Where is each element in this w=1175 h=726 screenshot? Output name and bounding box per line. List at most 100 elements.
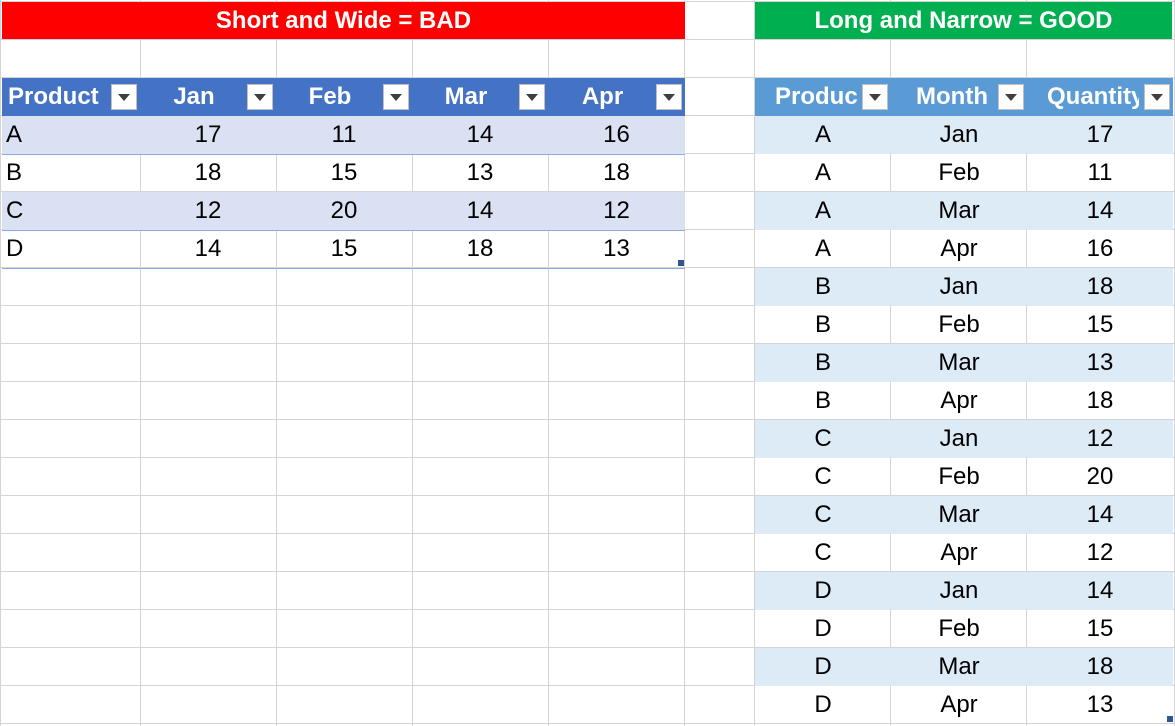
bad-banner[interactable]: Short and Wide = BAD xyxy=(2,2,685,39)
quantity-cell[interactable]: 14 xyxy=(194,235,222,262)
month-cell[interactable]: Mar xyxy=(938,501,980,528)
month-cell[interactable]: Jan xyxy=(939,121,979,148)
quantity-cell[interactable]: 11 xyxy=(331,121,357,148)
table-row: A Feb 11 xyxy=(755,154,1173,192)
header-label: Quantity xyxy=(1047,83,1139,110)
month-cell[interactable]: Apr xyxy=(940,691,978,718)
product-cell[interactable]: A xyxy=(814,121,831,148)
product-cell[interactable]: A xyxy=(814,235,831,262)
quantity-cell[interactable]: 14 xyxy=(1086,501,1114,528)
product-cell[interactable]: B xyxy=(6,159,23,186)
quantity-cell[interactable]: 15 xyxy=(330,235,358,262)
grid-row-line xyxy=(0,723,1175,724)
long-header-product[interactable]: Product xyxy=(755,78,891,116)
filter-dropdown-icon[interactable] xyxy=(656,84,682,110)
month-cell[interactable]: Jan xyxy=(939,577,979,604)
product-cell[interactable]: C xyxy=(814,501,832,528)
quantity-cell[interactable]: 14 xyxy=(466,121,494,148)
table-resize-handle[interactable] xyxy=(678,260,684,266)
month-cell[interactable]: Apr xyxy=(940,235,978,262)
quantity-cell[interactable]: 18 xyxy=(466,235,494,262)
quantity-cell[interactable]: 20 xyxy=(330,197,358,224)
quantity-cell[interactable]: 18 xyxy=(1086,273,1114,300)
quantity-cell[interactable]: 12 xyxy=(603,197,630,224)
quantity-cell[interactable]: 18 xyxy=(603,159,630,186)
month-cell[interactable]: Apr xyxy=(940,387,978,414)
long-header-quantity[interactable]: Quantity xyxy=(1027,78,1173,116)
quantity-cell[interactable]: 17 xyxy=(194,121,222,148)
product-cell[interactable]: B xyxy=(814,311,831,338)
filter-dropdown-icon[interactable] xyxy=(862,84,888,110)
wide-header-apr[interactable]: Apr xyxy=(548,78,685,116)
wide-header-jan[interactable]: Jan xyxy=(140,78,276,116)
wide-header-mar[interactable]: Mar xyxy=(412,78,548,116)
product-cell[interactable]: A xyxy=(814,159,831,186)
month-cell[interactable]: Jan xyxy=(939,273,979,300)
product-cell[interactable]: D xyxy=(814,577,832,604)
long-header-month[interactable]: Month xyxy=(891,78,1027,116)
filter-dropdown-icon[interactable] xyxy=(1144,84,1170,110)
product-cell[interactable]: C xyxy=(814,463,832,490)
month-cell[interactable]: Feb xyxy=(938,615,980,642)
product-cell[interactable]: C xyxy=(6,197,24,224)
product-cell[interactable]: A xyxy=(6,121,23,148)
month-cell[interactable]: Jan xyxy=(939,425,979,452)
month-cell[interactable]: Mar xyxy=(938,349,980,376)
month-cell[interactable]: Feb xyxy=(938,311,980,338)
product-cell[interactable]: B xyxy=(814,387,831,414)
quantity-cell[interactable]: 11 xyxy=(1087,159,1113,186)
table-row: C Jan 12 xyxy=(755,420,1173,458)
product-cell[interactable]: A xyxy=(814,197,831,224)
quantity-cell[interactable]: 12 xyxy=(194,197,222,224)
quantity-cell[interactable]: 16 xyxy=(603,121,630,148)
quantity-cell[interactable]: 15 xyxy=(1086,311,1114,338)
month-cell[interactable]: Mar xyxy=(938,197,980,224)
header-label: Product xyxy=(8,83,99,110)
filter-dropdown-icon[interactable] xyxy=(383,84,409,110)
product-cell[interactable]: C xyxy=(814,425,832,452)
product-cell[interactable]: B xyxy=(814,273,831,300)
wide-header-product[interactable]: Product xyxy=(2,78,140,116)
month-cell[interactable]: Feb xyxy=(938,159,980,186)
table-row: B Feb 15 xyxy=(755,306,1173,344)
quantity-cell[interactable]: 12 xyxy=(1086,425,1114,452)
quantity-cell[interactable]: 18 xyxy=(1086,653,1114,680)
quantity-cell[interactable]: 15 xyxy=(1086,615,1114,642)
quantity-cell[interactable]: 13 xyxy=(1086,349,1114,376)
quantity-cell[interactable]: 16 xyxy=(1086,235,1114,262)
wide-header-feb[interactable]: Feb xyxy=(276,78,412,116)
quantity-cell[interactable]: 17 xyxy=(1086,121,1114,148)
filter-dropdown-icon[interactable] xyxy=(247,84,273,110)
table-row: D Mar 18 xyxy=(755,648,1173,686)
filter-dropdown-icon[interactable] xyxy=(998,84,1024,110)
quantity-cell[interactable]: 12 xyxy=(1086,539,1114,566)
product-cell[interactable]: C xyxy=(814,539,832,566)
quantity-cell[interactable]: 20 xyxy=(1086,463,1114,490)
quantity-cell[interactable]: 13 xyxy=(1086,691,1114,718)
table-row: B Apr 18 xyxy=(755,382,1173,420)
product-cell[interactable]: D xyxy=(814,615,832,642)
quantity-cell[interactable]: 18 xyxy=(1086,387,1114,414)
quantity-cell[interactable]: 13 xyxy=(603,235,630,262)
product-cell[interactable]: D xyxy=(814,691,832,718)
table-resize-handle[interactable] xyxy=(1167,716,1173,722)
quantity-cell[interactable]: 14 xyxy=(1086,197,1114,224)
product-cell[interactable]: D xyxy=(814,653,832,680)
month-cell[interactable]: Mar xyxy=(938,653,980,680)
quantity-cell[interactable]: 13 xyxy=(466,159,494,186)
filter-dropdown-icon[interactable] xyxy=(519,84,545,110)
grid-row-line xyxy=(0,39,1175,40)
quantity-cell[interactable]: 15 xyxy=(330,159,358,186)
quantity-cell[interactable]: 14 xyxy=(466,197,494,224)
quantity-cell[interactable]: 18 xyxy=(194,159,222,186)
grid-row-line xyxy=(0,685,1175,686)
good-banner[interactable]: Long and Narrow = GOOD xyxy=(755,2,1172,39)
grid-row-line xyxy=(0,495,1175,496)
month-cell[interactable]: Feb xyxy=(938,463,980,490)
header-label: Mar xyxy=(444,83,488,110)
product-cell[interactable]: B xyxy=(814,349,831,376)
quantity-cell[interactable]: 14 xyxy=(1086,577,1114,604)
product-cell[interactable]: D xyxy=(6,235,24,262)
filter-dropdown-icon[interactable] xyxy=(111,84,137,110)
month-cell[interactable]: Apr xyxy=(940,539,978,566)
